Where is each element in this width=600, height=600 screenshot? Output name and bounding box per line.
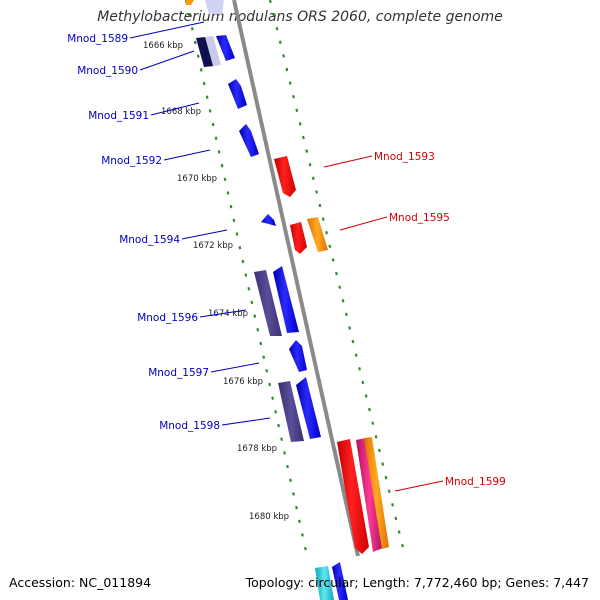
tick-label-1672: 1672 kbp — [193, 241, 233, 251]
leader-mnod-1597 — [210, 362, 260, 373]
gene-label-mnod-1598[interactable]: Mnod_1598 — [159, 420, 220, 432]
tick-label-1676: 1676 kbp — [223, 377, 263, 387]
accession-text: Accession: NC_011894 — [9, 575, 152, 590]
leader-mnod-1592 — [163, 149, 211, 161]
partial-feature-bottom-cyan — [315, 566, 334, 600]
gene-mnod-1599-shape — [337, 439, 369, 554]
leader-mnod-1589 — [129, 21, 205, 39]
tick-label-1668: 1668 kbp — [161, 107, 201, 117]
gene-mnod-1597-shape — [289, 340, 307, 372]
gene-mnod-1596a-shape — [254, 270, 282, 336]
gene-label-mnod-1597[interactable]: Mnod_1597 — [148, 367, 209, 379]
gene-mnod-1598b-shape — [296, 377, 321, 439]
partial-feature-top — [186, 0, 194, 5]
gene-label-mnod-1599[interactable]: Mnod_1599 — [445, 476, 506, 488]
forward-gene-labels: Mnod_1589 Mnod_1590 Mnod_1591 Mnod_1592 … — [67, 33, 220, 432]
leader-mnod-1593 — [323, 155, 373, 168]
gene-label-mnod-1595[interactable]: Mnod_1595 — [389, 212, 450, 224]
reverse-dotted-track — [268, 0, 407, 557]
gene-mnod-1591-shape — [228, 79, 247, 109]
leader-mnod-1591 — [150, 102, 200, 116]
leader-mnod-1594 — [181, 229, 228, 240]
gene-mnod-1596b-shape — [273, 266, 299, 333]
gene-mnod-1599c-shape — [364, 437, 389, 549]
forward-leader-lines — [129, 21, 271, 426]
genome-stats-text: Topology: circular; Length: 7,772,460 bp… — [245, 575, 589, 590]
genome-backbone — [232, 0, 360, 557]
reverse-leader-lines — [323, 155, 444, 492]
gene-mnod-1590-shape — [216, 35, 235, 61]
reverse-features — [274, 156, 389, 554]
gene-mnod-1592-shape — [239, 124, 259, 157]
partial-feature-bottom-blue — [332, 562, 348, 600]
reverse-gene-labels: Mnod_1593 Mnod_1595 Mnod_1599 — [374, 151, 506, 488]
gene-mnod-1595b-shape — [307, 217, 328, 252]
gene-mnod-1589-shape — [196, 37, 214, 67]
tick-label-1680: 1680 kbp — [249, 512, 289, 522]
gene-mnod-1598a-shape — [278, 381, 304, 442]
gene-mnod-1599b-shape — [356, 438, 383, 552]
gene-label-mnod-1593[interactable]: Mnod_1593 — [374, 151, 435, 163]
map-title: Methylobacterium nodulans ORS 2060, comp… — [97, 9, 503, 25]
tick-label-1678: 1678 kbp — [237, 444, 277, 454]
leader-mnod-1590 — [139, 50, 195, 71]
forward-dotted-track — [184, 0, 309, 557]
gene-mnod-1593-shape — [274, 156, 296, 197]
leader-mnod-1598 — [221, 417, 271, 426]
gene-label-mnod-1589[interactable]: Mnod_1589 — [67, 33, 128, 45]
gene-mnod-1595-shape — [290, 222, 307, 254]
tick-label-1674: 1674 kbp — [208, 309, 248, 319]
leader-mnod-1599 — [394, 480, 444, 492]
partial-feature-top-light — [205, 0, 224, 14]
gene-mnod-1594-shape — [261, 214, 276, 226]
gene-label-mnod-1590[interactable]: Mnod_1590 — [77, 65, 138, 77]
leader-mnod-1595 — [339, 216, 388, 231]
leader-mnod-1596 — [199, 309, 247, 318]
gene-label-mnod-1592[interactable]: Mnod_1592 — [101, 155, 162, 167]
gene-label-mnod-1591[interactable]: Mnod_1591 — [88, 110, 149, 122]
gene-label-mnod-1594[interactable]: Mnod_1594 — [119, 234, 180, 246]
gene-label-mnod-1596[interactable]: Mnod_1596 — [137, 312, 198, 324]
tick-label-1670: 1670 kbp — [177, 174, 217, 184]
tick-label-1666: 1666 kbp — [143, 41, 183, 51]
forward-features — [186, 0, 348, 600]
gene-mnod-1589b-shape — [205, 36, 221, 66]
